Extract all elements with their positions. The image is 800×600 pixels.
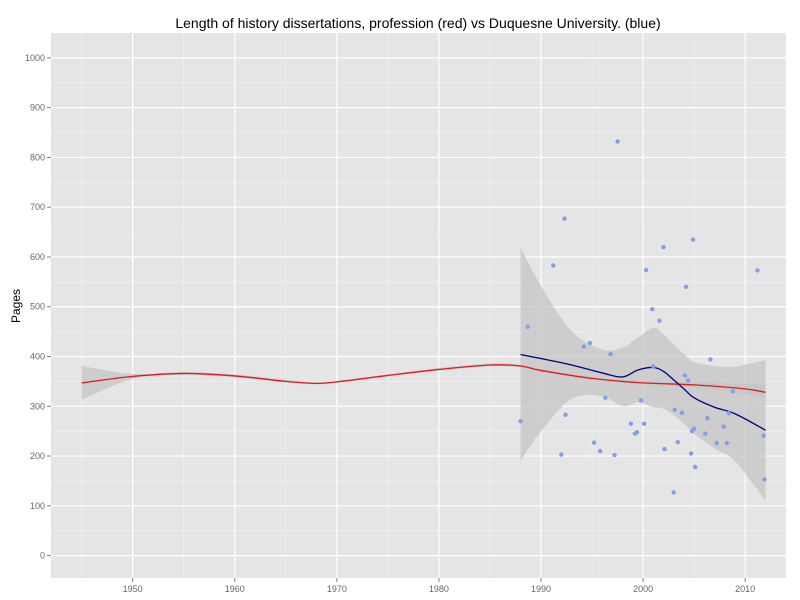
data-point xyxy=(721,424,726,429)
data-point xyxy=(672,407,677,412)
data-point xyxy=(563,412,568,417)
data-point xyxy=(657,318,662,323)
data-point xyxy=(638,398,644,403)
data-point xyxy=(685,378,691,383)
data-point xyxy=(705,416,710,421)
data-point xyxy=(688,451,694,456)
data-point xyxy=(679,410,685,415)
y-tick-label: 600 xyxy=(30,252,45,262)
x-tick-label: 1990 xyxy=(531,584,551,594)
y-tick-label: 0 xyxy=(40,551,45,561)
data-point xyxy=(682,373,688,378)
data-point xyxy=(641,421,647,426)
data-point xyxy=(551,263,556,268)
data-point xyxy=(562,216,567,221)
data-point xyxy=(761,433,766,438)
x-tick-label: 2000 xyxy=(633,584,653,594)
data-point xyxy=(581,344,587,349)
axes: 1950 1960 1970 1980 1990 2000 2010 0 100 200 300 40… xyxy=(25,53,755,594)
data-point xyxy=(662,446,667,452)
data-point xyxy=(608,351,613,357)
y-tick-label: 300 xyxy=(30,401,45,411)
y-tick-label: 900 xyxy=(30,103,45,113)
data-point xyxy=(661,244,666,250)
data-point xyxy=(683,284,689,290)
x-tick-label: 1970 xyxy=(327,584,347,594)
y-tick-label: 700 xyxy=(30,202,45,212)
data-point xyxy=(692,464,698,470)
data-point xyxy=(675,439,680,445)
data-point xyxy=(643,267,649,273)
data-point xyxy=(559,452,564,457)
data-point xyxy=(714,440,719,446)
data-point xyxy=(650,307,655,312)
y-tick-label: 400 xyxy=(30,352,45,362)
data-point xyxy=(726,411,732,416)
data-point xyxy=(691,426,697,431)
x-tick-label: 1980 xyxy=(429,584,449,594)
data-point xyxy=(518,419,523,424)
y-tick-label: 1000 xyxy=(25,53,45,63)
data-point xyxy=(708,357,713,362)
data-point xyxy=(730,389,736,394)
data-point xyxy=(612,452,617,458)
data-point xyxy=(603,395,608,401)
chart-title: Length of history dissertations, profess… xyxy=(175,15,660,31)
x-tick-label: 2010 xyxy=(735,584,755,594)
y-tick-label: 200 xyxy=(30,451,45,461)
y-tick-label: 800 xyxy=(30,152,45,162)
data-point xyxy=(703,431,708,436)
data-point xyxy=(634,429,640,435)
data-point xyxy=(598,448,603,454)
data-point xyxy=(724,440,729,446)
data-point xyxy=(762,477,767,482)
y-tick-label: 500 xyxy=(30,302,45,312)
data-points xyxy=(518,139,767,495)
confidence-band xyxy=(520,248,766,501)
data-point xyxy=(591,440,597,445)
data-point xyxy=(651,364,656,369)
data-point xyxy=(755,268,760,273)
y-axis-title: Pages xyxy=(9,289,23,323)
profession-smooth-line xyxy=(81,364,766,393)
smooth-lines xyxy=(81,353,766,431)
x-tick-label: 1960 xyxy=(225,584,245,594)
plot-panel xyxy=(51,33,786,578)
data-point xyxy=(628,421,634,426)
duquesne-smooth-line xyxy=(520,353,766,431)
data-point xyxy=(615,139,620,144)
data-point xyxy=(690,237,696,242)
x-tick-label: 1950 xyxy=(123,584,143,594)
data-point xyxy=(671,490,676,495)
y-tick-label: 100 xyxy=(30,501,45,511)
data-point xyxy=(587,340,593,346)
data-point xyxy=(525,324,530,329)
